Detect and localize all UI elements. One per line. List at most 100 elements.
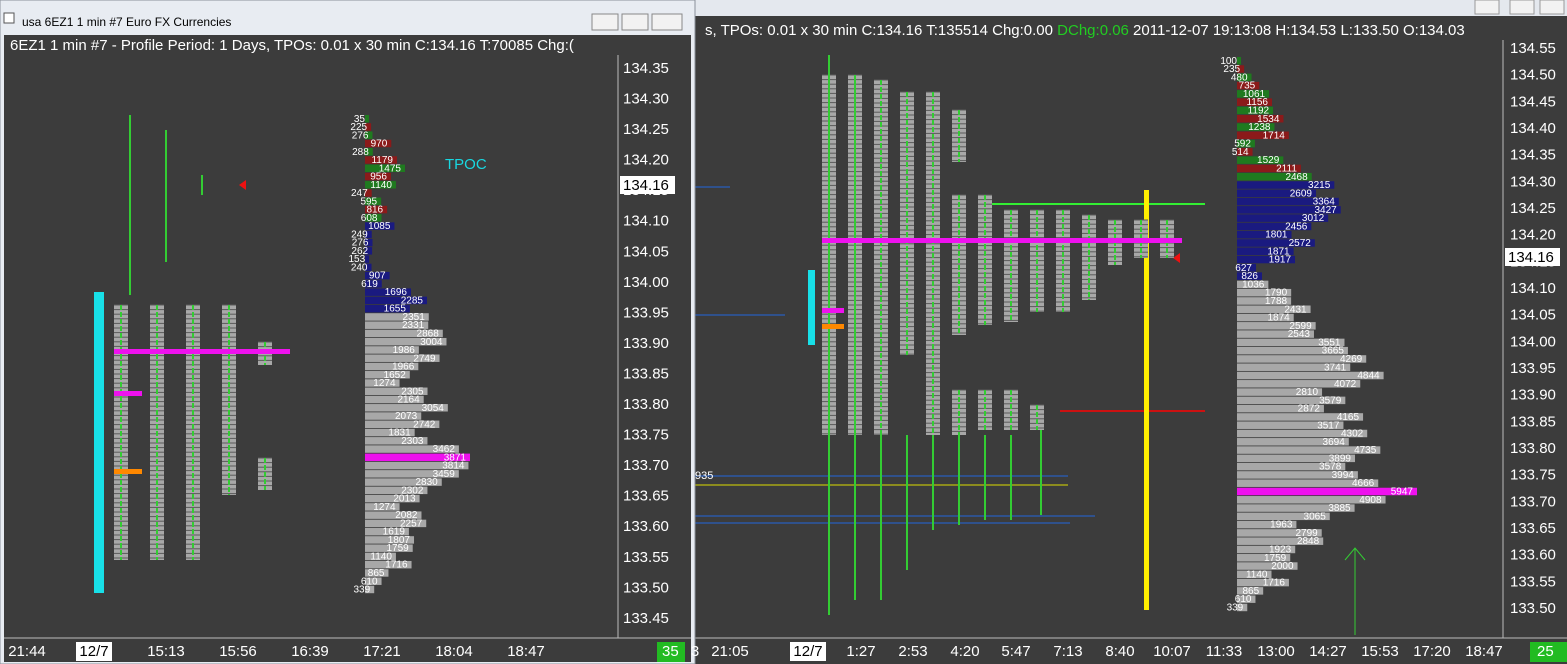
volume-label: 1140 <box>370 551 392 562</box>
volume-label: 4072 <box>1334 379 1357 390</box>
time-label: 4:20 <box>950 643 979 660</box>
volume-label: 1529 <box>1257 155 1280 166</box>
volume-bar <box>365 428 415 437</box>
volume-label: 339 <box>1227 602 1244 613</box>
counter: 25 <box>1537 643 1554 660</box>
poc-marker <box>114 391 142 396</box>
last-price: 134.16 <box>1508 249 1554 266</box>
volume-bar <box>365 189 372 197</box>
time-label: 7:13 <box>1053 643 1082 660</box>
volume-label: 3215 <box>1308 180 1331 191</box>
poc-marker <box>114 349 290 354</box>
volume-bar <box>365 569 389 577</box>
volume-bar <box>365 321 429 329</box>
maximize-button[interactable] <box>1509 0 1535 15</box>
time-label: 15:56 <box>219 643 257 660</box>
volume-label: 592 <box>1234 139 1251 150</box>
volume-label: 2799 <box>1295 528 1318 539</box>
volume-bar <box>1237 164 1301 173</box>
volume-label: 1619 <box>383 527 406 538</box>
volume-label: 3517 <box>1317 420 1340 431</box>
volume-label: 1923 <box>1269 545 1292 556</box>
restore-button[interactable] <box>621 13 649 31</box>
last-price-box <box>620 176 675 194</box>
last-price-box <box>1505 248 1560 266</box>
volume-label: 4302 <box>1341 429 1364 440</box>
time-label: 8:40 <box>1105 643 1134 660</box>
volume-bar <box>1237 520 1297 529</box>
volume-label: 2013 <box>393 494 416 505</box>
volume-bar <box>365 222 395 230</box>
volume-label: 956 <box>370 172 387 183</box>
volume-bar <box>365 214 382 222</box>
volume-label: 262 <box>351 246 368 257</box>
volume-label: 1085 <box>368 221 391 232</box>
volume-bar <box>365 387 428 395</box>
volume-label: 3665 <box>1322 346 1345 357</box>
minimize-button[interactable] <box>1474 0 1500 15</box>
volume-label: 3741 <box>1324 362 1347 373</box>
volume-label: 4908 <box>1359 495 1382 506</box>
volume-bar <box>1237 230 1292 239</box>
price-tick-label: 133.90 <box>623 335 669 352</box>
volume-bar <box>365 445 459 453</box>
close-button[interactable] <box>1539 0 1565 15</box>
volume-label: 1807 <box>388 535 411 546</box>
left-header: 6EZ1 1 min #7 - Profile Period: 1 Days, … <box>10 37 574 54</box>
volume-bar <box>1237 396 1346 405</box>
volume-label: 1696 <box>385 287 408 298</box>
volume-label: 2872 <box>1298 404 1321 415</box>
volume-bar <box>1237 288 1292 297</box>
volume-label: 1655 <box>384 304 407 315</box>
volume-bar <box>365 453 470 462</box>
header-dchg: DChg:0.06 <box>1057 22 1129 39</box>
volume-label: 865 <box>1242 586 1259 597</box>
volume-bar <box>365 470 459 478</box>
volume-bar <box>365 577 382 585</box>
volume-bar <box>1237 371 1384 380</box>
volume-label: 2572 <box>1289 238 1312 249</box>
volume-label: 1874 <box>1267 313 1290 324</box>
volume-bar <box>1237 438 1349 446</box>
volume-label: 1238 <box>1248 122 1271 133</box>
volume-label: 3579 <box>1319 395 1342 406</box>
volume-bar <box>365 395 424 404</box>
volume-bar <box>1237 413 1364 421</box>
volume-bar <box>1237 131 1289 140</box>
volume-bar <box>365 527 409 536</box>
volume-bar <box>1237 421 1344 429</box>
volume-label: 1192 <box>1248 105 1270 116</box>
volume-bar <box>365 346 419 354</box>
volume-label: 865 <box>368 568 385 579</box>
volume-label: 2073 <box>395 411 418 422</box>
volume-bar <box>1237 57 1241 65</box>
volume-bar <box>365 503 400 511</box>
minimize-button[interactable] <box>591 13 619 31</box>
volume-bar <box>1237 380 1361 388</box>
price-arrow <box>239 180 246 190</box>
volume-label: 2331 <box>402 320 425 331</box>
time-label: 17:20 <box>1413 643 1451 660</box>
volume-bar <box>1237 512 1330 521</box>
volume-label: 826 <box>1241 271 1258 282</box>
volume-label: 4666 <box>1352 478 1375 489</box>
volume-bar <box>1237 65 1245 73</box>
volume-label: 35 <box>354 114 366 125</box>
volume-bar <box>1237 139 1255 148</box>
arrow-head <box>1344 547 1366 561</box>
right-title-bar <box>693 0 1567 16</box>
volume-label: 1061 <box>1243 89 1266 100</box>
volume-bar <box>365 280 382 288</box>
price-tick-label: 133.85 <box>1510 413 1556 430</box>
volume-bar <box>365 255 370 263</box>
volume-label: 1036 <box>1242 279 1265 290</box>
volume-bar <box>1237 239 1315 247</box>
volume-bar <box>365 404 448 412</box>
close-button[interactable] <box>651 13 683 31</box>
volume-bar <box>1237 305 1311 313</box>
volume-label: 1986 <box>393 345 416 356</box>
time-label: 18:04 <box>435 643 473 660</box>
volume-label: 2749 <box>413 353 436 364</box>
time-label: 17:21 <box>363 643 401 660</box>
